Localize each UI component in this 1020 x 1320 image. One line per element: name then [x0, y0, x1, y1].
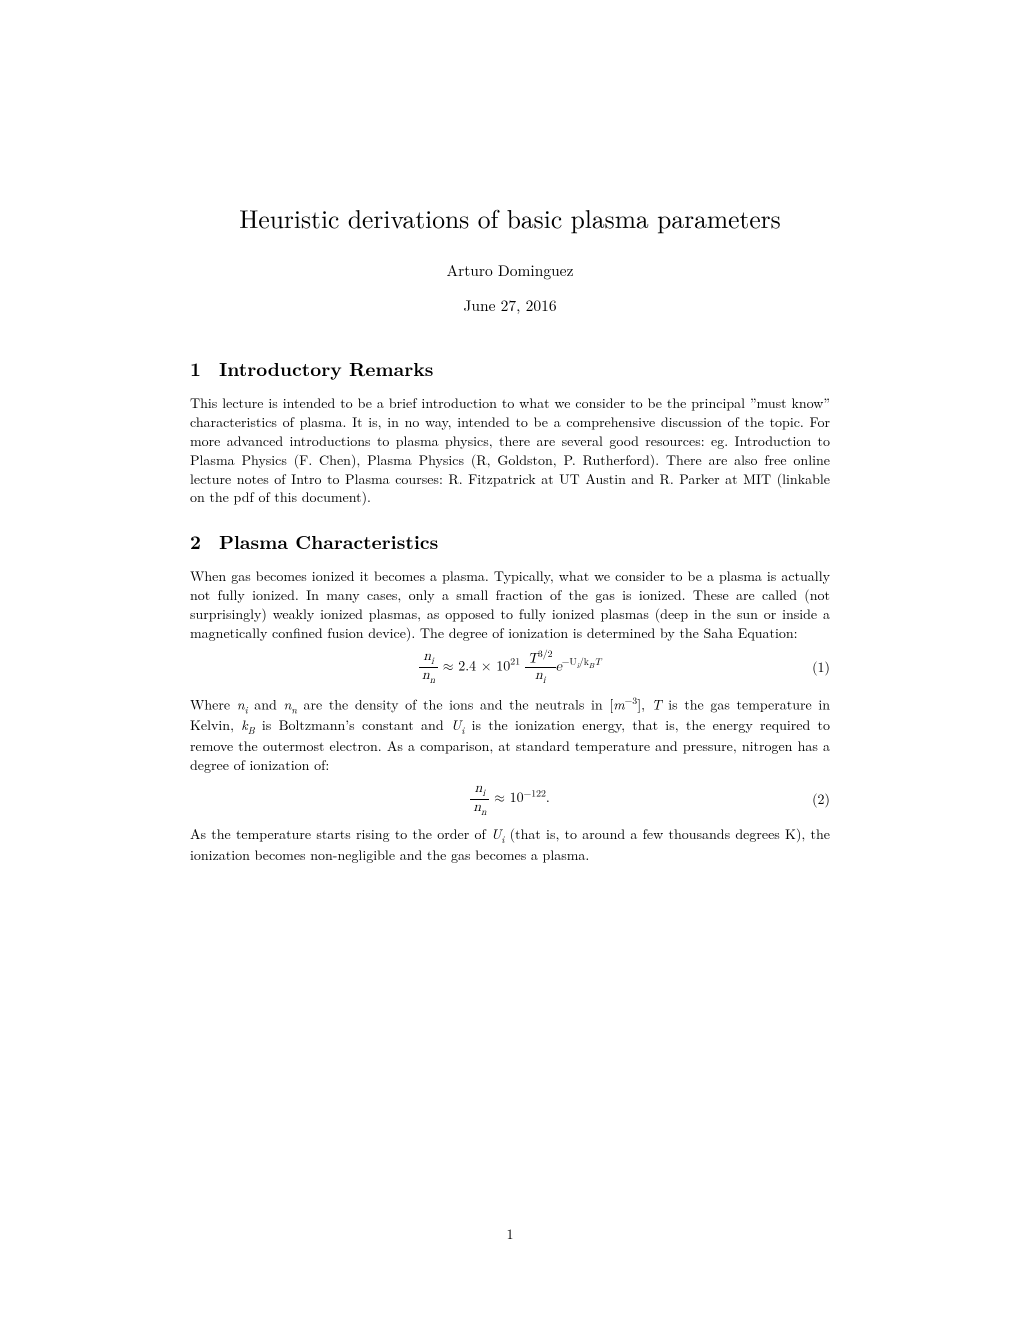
section-1-heading: 1 Introductory Remarks [190, 354, 830, 382]
equation-2: ni nn ≈ 10−122. (2) [190, 781, 830, 817]
section-2-title: Plasma Characteristics [219, 527, 438, 555]
p2-mid2: are the density of the ions and the neut… [297, 694, 613, 714]
inline-ni: n [237, 694, 245, 714]
eq1-nn-n: n [422, 668, 430, 682]
inline-m-sup: −3 [625, 693, 638, 707]
p2-mid5: is Boltzmann’s constant and [255, 715, 451, 735]
eq2-ni-sub: i [482, 788, 485, 798]
section-1: 1 Introductory Remarks This lecture is in… [190, 354, 830, 507]
p2-mid3: ], [637, 694, 651, 714]
section-2-heading: 2 Plasma Characteristics [190, 527, 830, 555]
eq2-exp: −122 [524, 788, 546, 798]
eq2-dot: . [546, 791, 550, 805]
section-2-paragraph-3: As the temperature starts rising to the … [190, 825, 830, 865]
equation-1-number: (1) [812, 657, 830, 677]
eq2-nn-n: n [473, 800, 481, 814]
eq1-ni-sub: i [431, 656, 434, 666]
eq1-nn-sub: n [430, 675, 435, 685]
section-2-paragraph-2: Where ni and nn are the density of the i… [190, 694, 830, 775]
p2-mid1: and [248, 694, 284, 714]
p2-pre: Where [190, 694, 237, 714]
inline-T: T [652, 694, 662, 714]
inline-kB-sub: B [248, 723, 255, 737]
section-1-title: Introductory Remarks [219, 354, 433, 382]
equation-2-number: (2) [812, 789, 830, 809]
section-2: 2 Plasma Characteristics When gas becomes… [190, 527, 830, 865]
page-number: 1 [0, 1224, 1020, 1244]
equation-2-body: ni nn ≈ 10−122. [470, 781, 550, 817]
eq1-expU: −U [562, 657, 577, 667]
equation-1-body: ni nn ≈ 2.4 × 1021 T3/2 ni e−Ui/kBT [419, 649, 601, 686]
p3-pre: As the temperature starts rising to the … [190, 824, 491, 844]
section-2-paragraph-1: When gas becomes ionized it becomes a pl… [190, 567, 830, 643]
inline-m: m [613, 694, 624, 714]
eq1-expk: /k [579, 657, 589, 667]
document-title: Heuristic derivations of basic plasma pa… [190, 200, 830, 236]
eq1-exp21: 21 [510, 657, 520, 667]
inline-Ui: U [451, 715, 461, 735]
equation-1: ni nn ≈ 2.4 × 1021 T3/2 ni e−Ui/kBT (1) [190, 649, 830, 686]
eq2-approx: ≈ 10 [494, 791, 523, 805]
page: Heuristic derivations of basic plasma pa… [0, 0, 1020, 865]
section-1-number: 1 [190, 354, 201, 382]
eq1-ni2-sub: i [543, 675, 546, 685]
inline-Ui-2: U [491, 824, 501, 844]
eq1-T-sup: 3/2 [538, 649, 553, 659]
document-date: June 27, 2016 [190, 295, 830, 316]
eq2-nn-sub: n [481, 806, 486, 816]
section-2-number: 2 [190, 527, 201, 555]
eq1-expT: T [594, 657, 601, 667]
section-1-paragraph-1: This lecture is intended to be a brief i… [190, 394, 830, 507]
eq1-T: T [528, 652, 538, 666]
eq1-ni2-n: n [535, 668, 543, 682]
eq1-approx: ≈ 2.4 × 10 [443, 659, 511, 673]
document-author: Arturo Dominguez [190, 260, 830, 281]
eq1-ni-n: n [423, 649, 431, 663]
